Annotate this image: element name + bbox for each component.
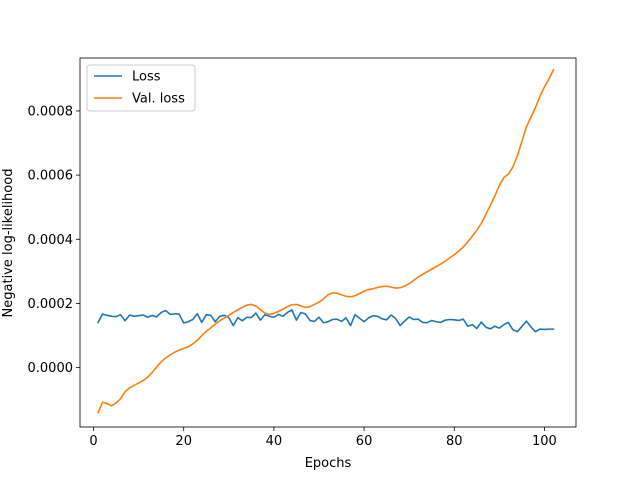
series-line-2	[96, 68, 555, 414]
x-axis: 0 20 40 60 80 100	[89, 427, 557, 449]
y-tick-label: 0.0000	[28, 361, 74, 376]
x-tick-label: 0	[89, 434, 97, 449]
y-tick-label: 0.0008	[28, 104, 74, 119]
x-tick-label: 60	[356, 434, 373, 449]
legend: Loss Val. loss	[86, 64, 196, 112]
y-axis: 0.0000 0.0002 0.0004 0.0006 0.0008	[28, 104, 80, 376]
plot-area	[79, 57, 577, 428]
x-tick-label: 20	[175, 434, 192, 449]
y-tick-label: 0.0004	[28, 233, 74, 248]
legend-label-2: Val. loss	[132, 92, 185, 107]
x-tick-label: 100	[532, 434, 557, 449]
x-tick-label: 80	[446, 434, 463, 449]
plot-frame	[79, 57, 577, 428]
y-tick-label: 0.0006	[28, 169, 74, 184]
y-axis-label: Negative log-likelihood	[1, 169, 16, 318]
x-tick-label: 40	[266, 434, 283, 449]
series-line-1	[96, 309, 555, 333]
y-tick-label: 0.0002	[28, 297, 74, 312]
legend-label-1: Loss	[132, 70, 161, 85]
x-axis-label: Epochs	[305, 456, 352, 471]
